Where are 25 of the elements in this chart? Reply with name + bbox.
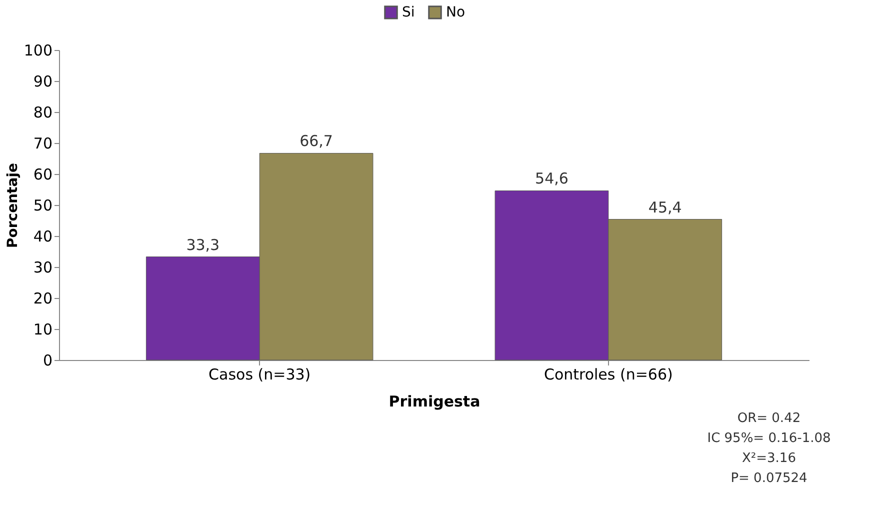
legend-label: Si <box>402 4 415 20</box>
y-tick-label: 50 <box>33 196 52 214</box>
y-tick-label: 100 <box>24 42 52 60</box>
x-tick-label: Casos (n=33) <box>208 366 311 384</box>
legend-label: No <box>446 4 466 20</box>
data-label: 54,6 <box>535 170 568 188</box>
text: P= 0.07524 <box>730 471 808 486</box>
y-tick-label: 0 <box>42 352 52 370</box>
x-axis-title: Primigesta <box>388 392 480 410</box>
text: OR= 0.42 <box>737 411 801 426</box>
y-axis-title: Porcentaje <box>4 163 21 248</box>
x-tick-label: Controles (n=66) <box>544 366 673 384</box>
y-tick-label: 40 <box>33 228 52 246</box>
data-label: 66,7 <box>300 132 333 150</box>
y-tick-label: 30 <box>33 258 52 276</box>
text: X²=3.16 <box>742 451 796 466</box>
y-tick-label: 90 <box>33 72 52 90</box>
data-label: 45,4 <box>648 198 682 216</box>
y-tick-label: 10 <box>33 320 52 338</box>
text: IC 95%= 0.16-1.08 <box>707 431 831 446</box>
y-tick-label: 60 <box>33 166 52 184</box>
y-tick-label: 80 <box>33 104 52 122</box>
y-tick-label: 20 <box>33 290 52 308</box>
y-tick-label: 70 <box>33 134 52 152</box>
data-label: 33,3 <box>186 236 220 254</box>
